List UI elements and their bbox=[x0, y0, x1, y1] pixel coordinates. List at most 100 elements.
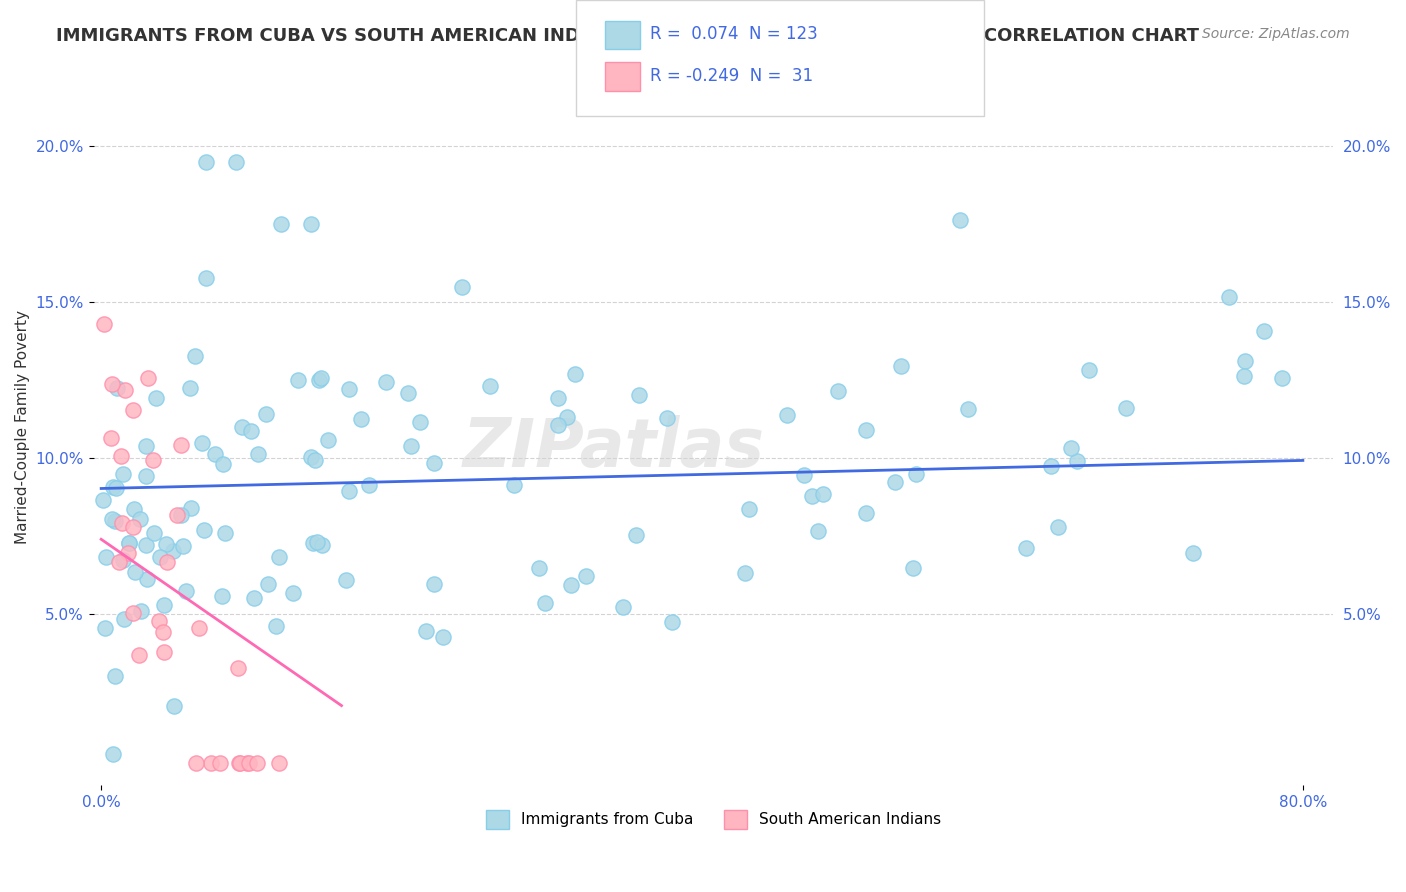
Point bbox=[101, 480, 124, 494]
Point bbox=[101, 747, 124, 761]
Point bbox=[1014, 541, 1036, 555]
Point bbox=[855, 506, 877, 520]
Point bbox=[738, 502, 761, 516]
Point bbox=[801, 489, 824, 503]
Point bbox=[135, 439, 157, 453]
Point bbox=[191, 435, 214, 450]
Point bbox=[527, 561, 550, 575]
Point bbox=[118, 536, 141, 550]
Point bbox=[267, 550, 290, 565]
Point bbox=[112, 612, 135, 626]
Point bbox=[1078, 363, 1101, 377]
Point bbox=[93, 317, 115, 331]
Point bbox=[138, 370, 160, 384]
Point bbox=[1271, 370, 1294, 384]
Point bbox=[212, 457, 235, 471]
Point bbox=[890, 359, 912, 373]
Point bbox=[170, 508, 193, 523]
Point bbox=[547, 417, 569, 432]
Point bbox=[547, 392, 569, 406]
Text: Source: ZipAtlas.com: Source: ZipAtlas.com bbox=[1202, 27, 1350, 41]
Point bbox=[122, 520, 145, 534]
Point bbox=[112, 467, 135, 482]
Point bbox=[415, 624, 437, 639]
Point bbox=[145, 392, 167, 406]
Point bbox=[229, 756, 252, 771]
Point bbox=[956, 401, 979, 416]
Point bbox=[112, 552, 135, 566]
Point bbox=[105, 381, 128, 395]
Point bbox=[231, 419, 253, 434]
Point bbox=[209, 756, 232, 771]
Point bbox=[564, 368, 586, 382]
Point bbox=[827, 384, 849, 398]
Point bbox=[396, 386, 419, 401]
Point bbox=[174, 583, 197, 598]
Y-axis label: Married-Couple Family Poverty: Married-Couple Family Poverty bbox=[15, 310, 30, 544]
Point bbox=[478, 379, 501, 393]
Point bbox=[238, 756, 260, 771]
Point bbox=[776, 409, 799, 423]
Point bbox=[236, 756, 259, 771]
Text: IMMIGRANTS FROM CUBA VS SOUTH AMERICAN INDIAN MARRIED-COUPLE FAMILY POVERTY CORR: IMMIGRANTS FROM CUBA VS SOUTH AMERICAN I… bbox=[56, 27, 1199, 45]
Point bbox=[357, 478, 380, 492]
Point bbox=[793, 468, 815, 483]
Point bbox=[118, 536, 141, 550]
Point bbox=[239, 424, 262, 438]
Point bbox=[1218, 290, 1240, 304]
Point bbox=[657, 411, 679, 425]
Point bbox=[399, 440, 422, 454]
Point bbox=[299, 450, 322, 465]
Point bbox=[807, 524, 830, 538]
Point bbox=[661, 615, 683, 629]
Point bbox=[307, 535, 329, 549]
Point bbox=[117, 546, 139, 560]
Point bbox=[301, 217, 323, 231]
Point bbox=[122, 403, 145, 417]
Point bbox=[143, 526, 166, 541]
Point bbox=[172, 540, 194, 554]
Point bbox=[225, 155, 247, 169]
Point bbox=[100, 431, 122, 445]
Point bbox=[254, 407, 277, 421]
Point bbox=[350, 412, 373, 426]
Point bbox=[855, 423, 877, 437]
Point bbox=[104, 669, 127, 683]
Point bbox=[107, 555, 129, 569]
Point bbox=[269, 756, 291, 771]
Point bbox=[1234, 354, 1257, 368]
Point bbox=[101, 376, 124, 391]
Point bbox=[1060, 442, 1083, 456]
Point bbox=[247, 447, 270, 461]
Point bbox=[188, 621, 211, 635]
Point bbox=[129, 604, 152, 618]
Point bbox=[304, 453, 326, 467]
Point bbox=[180, 501, 202, 516]
Point bbox=[183, 349, 205, 363]
Point bbox=[337, 484, 360, 499]
Point bbox=[193, 523, 215, 537]
Point bbox=[502, 478, 524, 492]
Point bbox=[311, 538, 333, 552]
Point bbox=[308, 373, 330, 387]
Point bbox=[375, 375, 398, 389]
Point bbox=[214, 526, 236, 541]
Point bbox=[122, 502, 145, 516]
Point bbox=[93, 621, 115, 635]
Point bbox=[243, 591, 266, 605]
Point bbox=[91, 493, 114, 508]
Point bbox=[316, 433, 339, 447]
Point bbox=[626, 528, 648, 542]
Point bbox=[149, 549, 172, 564]
Point bbox=[1066, 454, 1088, 468]
Point bbox=[94, 549, 117, 564]
Point bbox=[128, 512, 150, 526]
Point bbox=[142, 453, 165, 467]
Point bbox=[246, 756, 269, 771]
Point bbox=[423, 456, 446, 470]
Point bbox=[228, 756, 250, 771]
Point bbox=[1039, 459, 1062, 474]
Text: ZIPatlas: ZIPatlas bbox=[463, 416, 765, 482]
Point bbox=[734, 566, 756, 581]
Point bbox=[124, 565, 146, 579]
